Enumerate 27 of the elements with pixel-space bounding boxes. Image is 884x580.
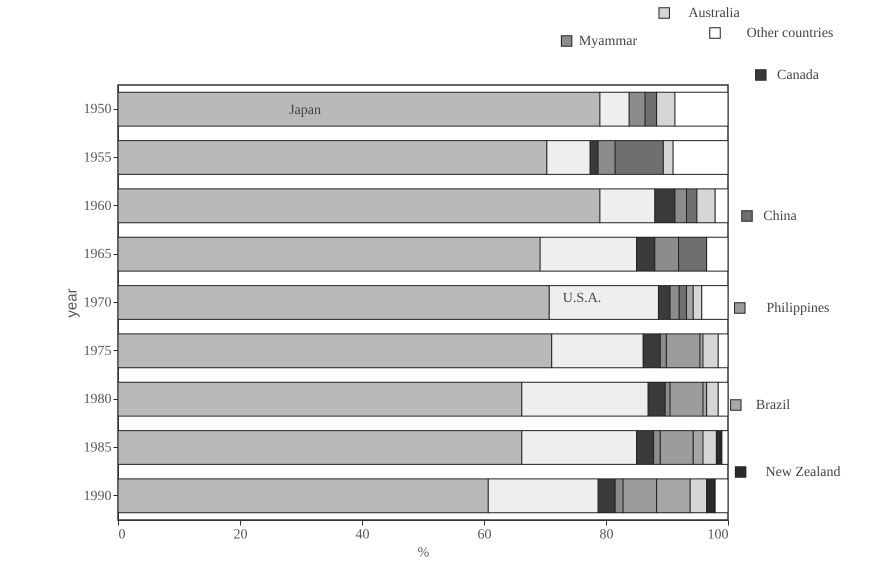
y-axis-title: year bbox=[64, 288, 80, 318]
x-tick-label: 100 bbox=[708, 528, 728, 542]
legend-label: Canada bbox=[777, 68, 820, 83]
legend-label: Myammar bbox=[578, 34, 638, 49]
y-tick-label: 1950 bbox=[84, 102, 112, 118]
legend-label: Philippines bbox=[766, 301, 830, 316]
y-tick-label: 1970 bbox=[84, 296, 112, 310]
legend-label: Brazil bbox=[756, 398, 790, 413]
series-label: Japan bbox=[289, 103, 321, 118]
y-tick-label: 1985 bbox=[84, 440, 112, 456]
y-tick-label: 1965 bbox=[84, 247, 112, 262]
x-tick-label: 20 bbox=[234, 528, 248, 542]
x-tick-label: 0 bbox=[118, 528, 126, 542]
y-tick-label: 1990 bbox=[84, 488, 112, 504]
legend-label: Other countries bbox=[746, 26, 834, 41]
y-tick-label: 1955 bbox=[84, 150, 112, 166]
x-tick-label: 40 bbox=[356, 528, 370, 542]
legend-label: Australia bbox=[688, 6, 740, 21]
y-tick-label: 1980 bbox=[84, 392, 112, 408]
y-tick-label: 1975 bbox=[84, 344, 112, 359]
legend-label: China bbox=[763, 209, 798, 224]
x-tick-label: 80 bbox=[600, 528, 614, 542]
legend-label: New Zealand bbox=[765, 465, 841, 480]
x-tick-label: 60 bbox=[478, 528, 492, 542]
y-tick-label: 1960 bbox=[84, 198, 112, 214]
series-label: U.S.A. bbox=[562, 291, 602, 306]
x-axis-title: % bbox=[418, 546, 430, 560]
